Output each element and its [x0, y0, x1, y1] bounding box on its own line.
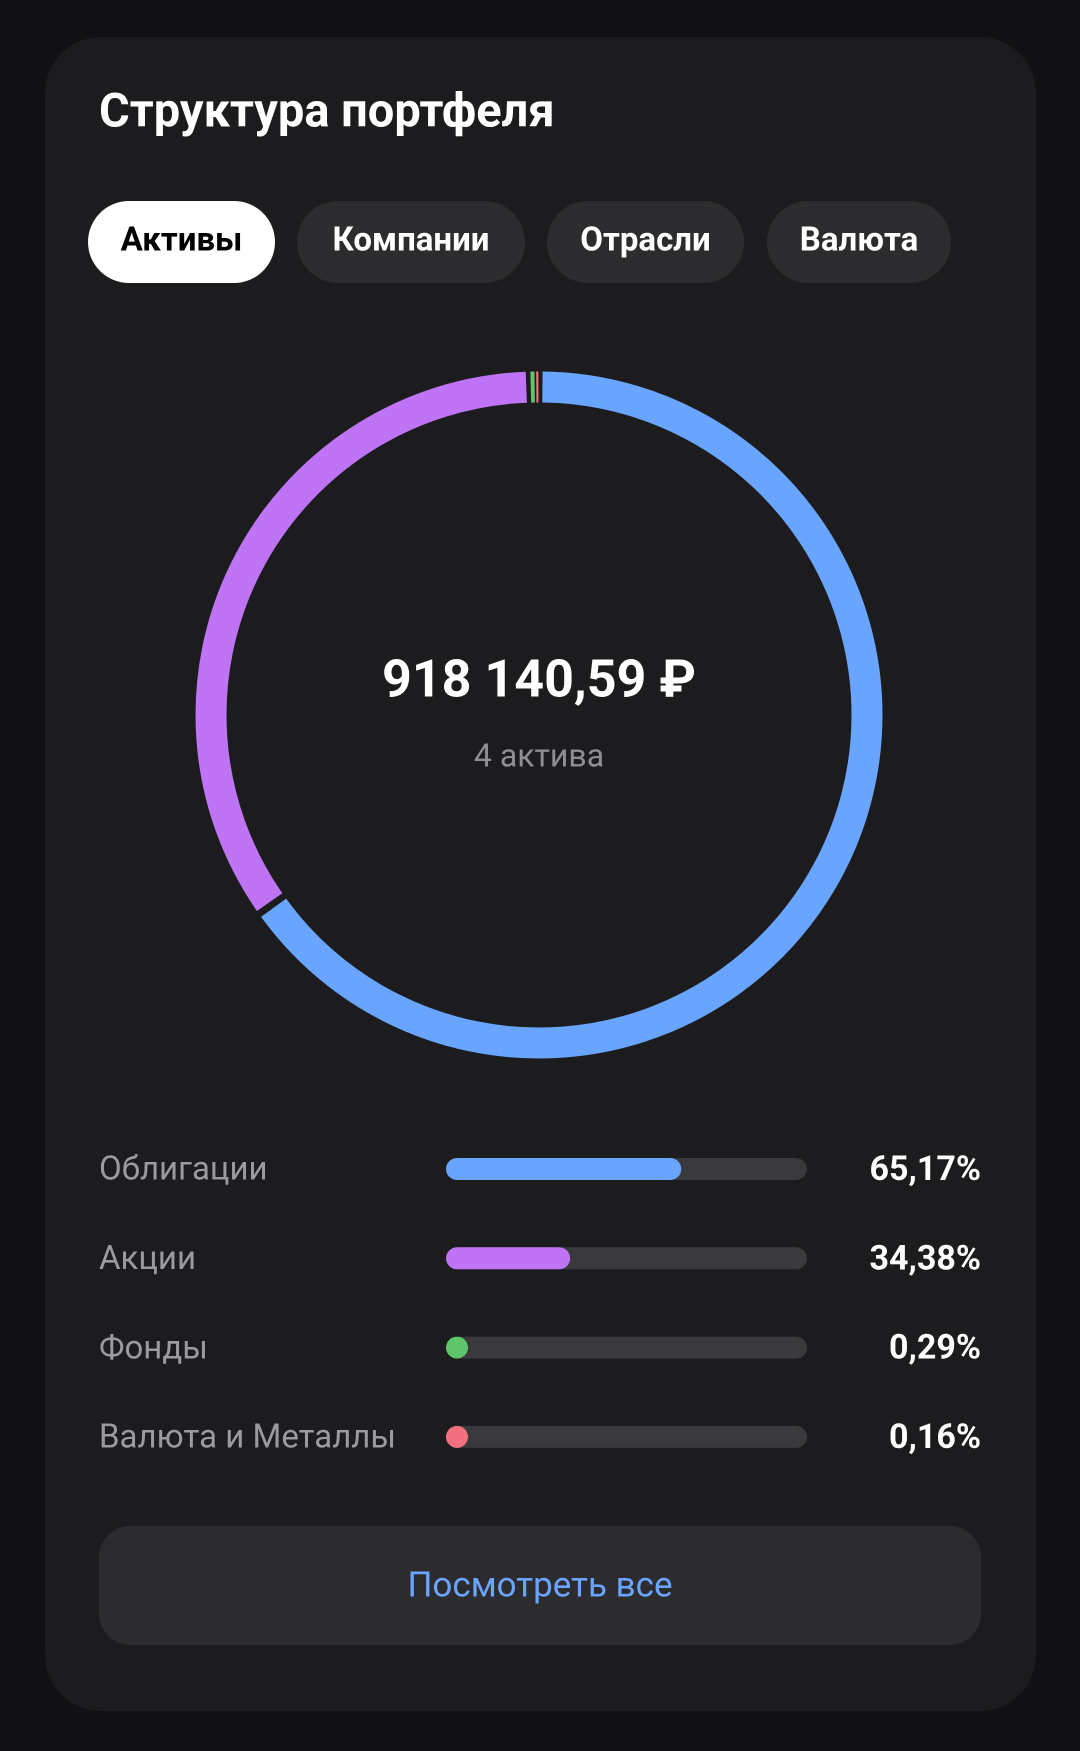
total-subtitle: 4 актива — [474, 736, 604, 774]
tab-bg[interactable] — [297, 201, 525, 283]
tab-label[interactable]: Компании — [333, 221, 490, 260]
category-label: Акции — [99, 1239, 196, 1278]
donut-segment — [195, 371, 527, 911]
button-bg[interactable] — [99, 1526, 981, 1645]
tab-label[interactable]: Валюта — [800, 221, 918, 260]
category-label: Фонды — [99, 1328, 208, 1367]
view-all-button[interactable]: Посмотреть все — [99, 1526, 981, 1645]
tab[interactable]: Отрасли — [547, 201, 744, 283]
tab-bg[interactable] — [767, 201, 951, 283]
donut-segment — [261, 371, 883, 1059]
tab-bg[interactable] — [88, 201, 275, 283]
tab-label[interactable]: Активы — [121, 221, 243, 260]
tab[interactable]: Валюта — [767, 201, 951, 283]
donut-chart — [195, 371, 883, 1059]
tab-bg[interactable] — [547, 201, 744, 283]
bar — [446, 1247, 571, 1270]
bar-track — [446, 1425, 807, 1448]
bar — [446, 1158, 682, 1180]
card-title: Структура портфеля — [99, 83, 555, 138]
card — [45, 37, 1036, 1711]
total-value: 918 140,59 ₽ — [382, 649, 696, 710]
category-label: Валюта и Металлы — [99, 1418, 396, 1457]
tab[interactable]: Активы — [88, 201, 275, 283]
value-label: 0,29% — [889, 1328, 981, 1368]
bar — [446, 1425, 468, 1448]
value-label: 65,17% — [869, 1149, 981, 1189]
button-label[interactable]: Посмотреть все — [407, 1564, 672, 1605]
category-label: Облигации — [99, 1150, 268, 1189]
bar-track — [446, 1336, 807, 1359]
legend-rows: Облигации 65,17% Акции 34,38% Фонды 0,29% Валю… — [99, 1149, 981, 1457]
tab-label[interactable]: Отрасли — [580, 221, 710, 260]
bar — [446, 1336, 468, 1359]
tab[interactable]: Компании — [297, 201, 525, 283]
value-label: 0,16% — [889, 1417, 981, 1457]
value-label: 34,38% — [869, 1238, 981, 1278]
